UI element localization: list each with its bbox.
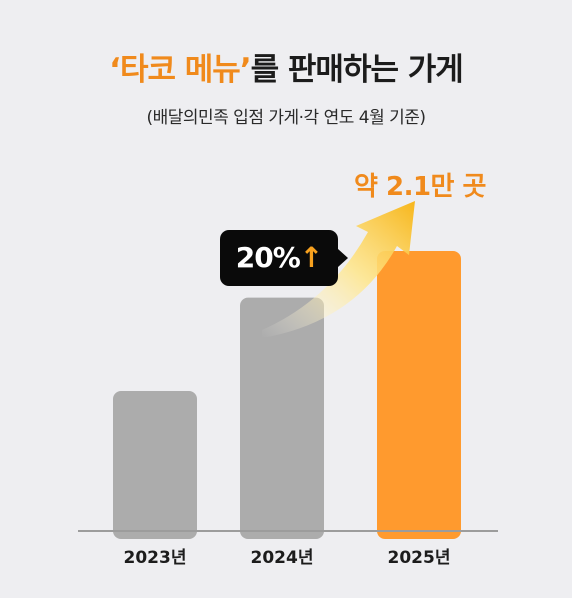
bar-2023년: [113, 391, 197, 539]
x-tick-label: 2024년: [251, 548, 314, 568]
x-tick-label: 2025년: [388, 548, 451, 568]
highlight-value-label: 약 2.1만 곳: [354, 172, 486, 202]
bar-2025년: [377, 251, 461, 539]
bar-2024년: [240, 297, 324, 539]
title-rest: 를 판매하는 가게: [250, 52, 464, 88]
x-tick-label: 2023년: [124, 548, 187, 568]
growth-callout: 20%↑: [220, 230, 348, 286]
title-highlight: 타코 메뉴: [119, 52, 241, 88]
growth-arrow: [262, 201, 415, 338]
page-title: ‘타코 메뉴’를 판매하는 가게: [0, 44, 572, 89]
up-arrow-icon: ↑: [299, 241, 323, 274]
title-quote-close: ’: [239, 52, 252, 88]
title-quote-open: ‘: [109, 52, 121, 88]
page-subtitle: (배달의민족 입점 가게·각 연도 4월 기준): [146, 108, 426, 128]
callout-value: 20%: [235, 241, 301, 274]
